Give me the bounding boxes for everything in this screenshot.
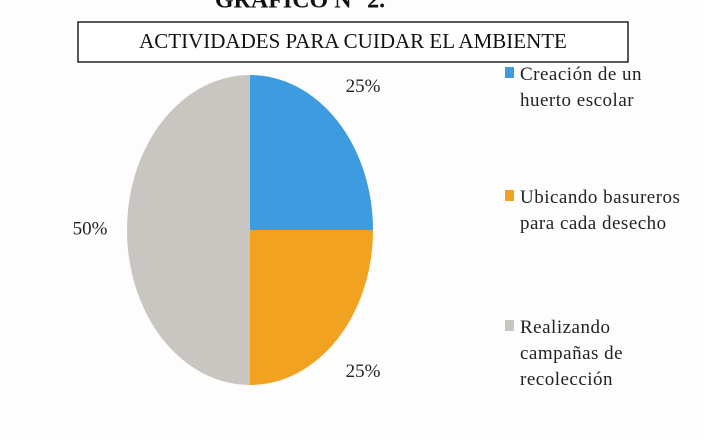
- legend-label: Ubicando basureros para cada desecho: [520, 187, 681, 234]
- legend-label: Realizando campañas de recolección: [520, 317, 624, 390]
- chart-title: ACTIVIDADES PARA CUIDAR EL AMBIENTE: [139, 29, 567, 53]
- legend-swatch: [505, 67, 514, 78]
- chart-heading: GRÁFICO N° 2.: [215, 0, 385, 14]
- data-label: 50%: [73, 218, 108, 239]
- legend-item: Realizando campañas de recolección: [505, 315, 685, 393]
- legend-swatch: [505, 320, 514, 331]
- data-label: 25%: [346, 76, 381, 97]
- legend-item: Ubicando basureros para cada desecho: [505, 185, 685, 237]
- title-box: [77, 21, 629, 63]
- pie-slice: [127, 75, 250, 385]
- data-label: 25%: [346, 361, 381, 382]
- pie-slice: [250, 75, 373, 230]
- legend-swatch: [505, 190, 514, 201]
- pie-slice: [250, 230, 373, 385]
- legend-item: Creación de un huerto escolar: [505, 62, 685, 114]
- legend-label: Creación de un huerto escolar: [520, 64, 643, 111]
